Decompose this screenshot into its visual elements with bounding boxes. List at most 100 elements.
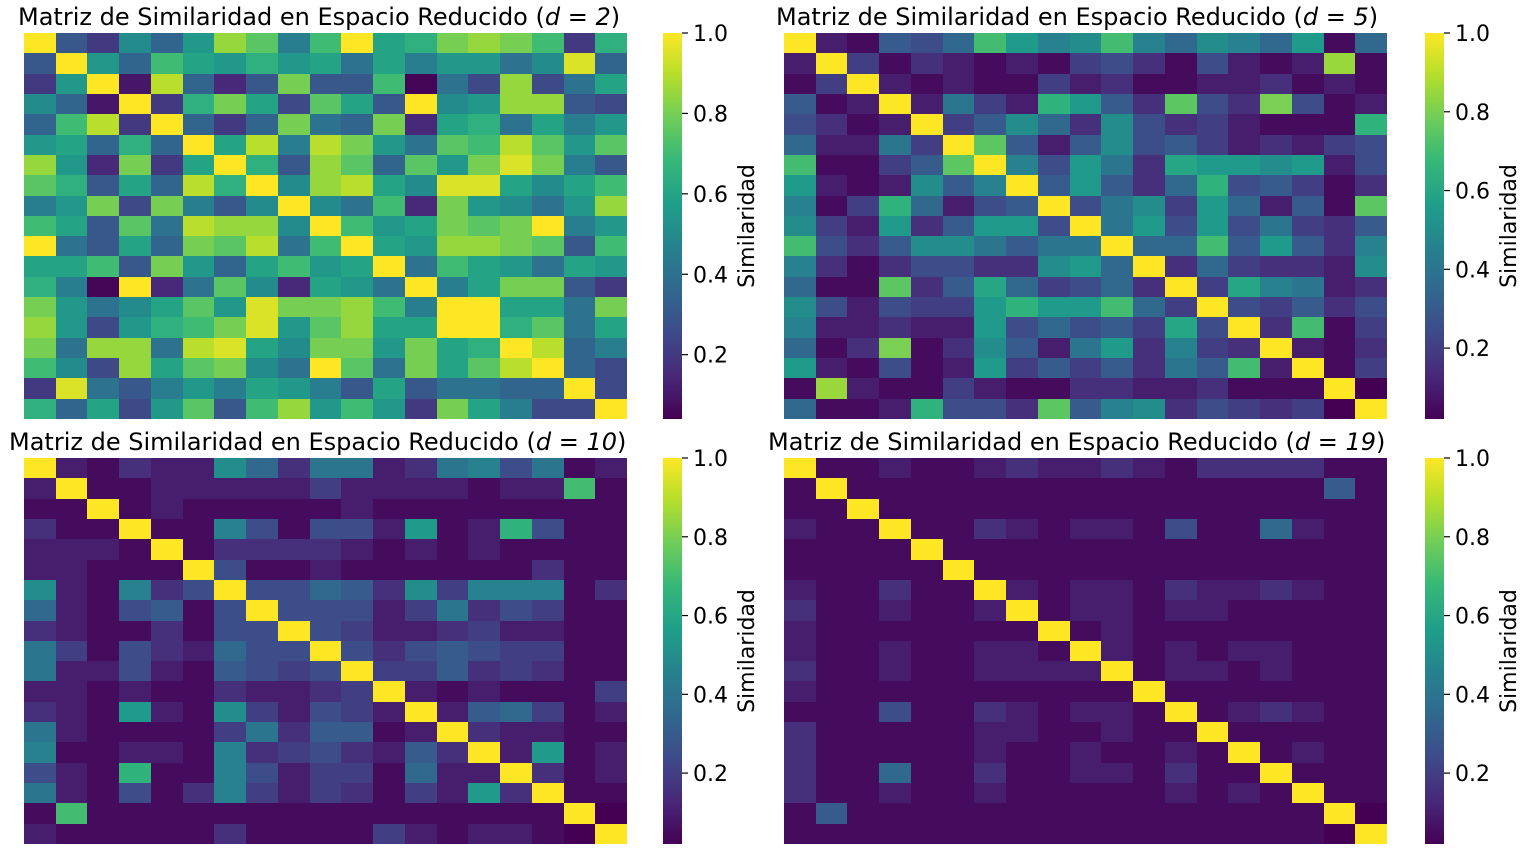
heatmap-cell [341, 53, 373, 74]
heatmap-cell [911, 256, 943, 277]
heatmap-cell [1070, 742, 1101, 763]
heatmap-cell [1038, 458, 1070, 478]
heatmap-cell [1038, 74, 1070, 94]
heatmap-cell [1324, 783, 1355, 803]
heatmap-cell [500, 763, 532, 783]
heatmap-cell [1228, 196, 1260, 216]
heatmap-cell [24, 175, 56, 196]
heatmap-cell [1260, 560, 1292, 580]
heatmap-cell [847, 539, 879, 560]
heatmap-cell [56, 399, 87, 419]
heatmap-cell [1197, 824, 1228, 844]
heatmap-cell [1101, 155, 1133, 175]
heatmap-cell [943, 378, 974, 399]
heatmap-cell [468, 155, 500, 175]
heatmap-cell [87, 600, 119, 621]
heatmap-cell [310, 74, 341, 94]
heatmap-cell [943, 175, 974, 196]
heatmap-cell [847, 499, 879, 519]
heatmap-cell [1070, 499, 1101, 519]
heatmap-cell [437, 378, 468, 399]
heatmap-cell [784, 155, 816, 175]
heatmap-cell [310, 722, 341, 742]
heatmap-cell [341, 338, 373, 358]
heatmap-cell [214, 317, 246, 338]
heatmap-cell [1355, 114, 1387, 135]
heatmap-cell [1038, 358, 1070, 378]
heatmap-cell [373, 114, 405, 135]
heatmap-cell [943, 702, 974, 722]
heatmap-cell [341, 824, 373, 844]
heatmap-cell [847, 114, 879, 135]
chart-title: Matriz de Similaridad en Espacio Reducid… [9, 428, 626, 456]
heatmap-cell [119, 33, 151, 53]
heatmap-cell [1165, 499, 1197, 519]
heatmap-cell [1197, 621, 1228, 641]
heatmap-cell [1228, 681, 1260, 702]
colorbar [663, 33, 682, 419]
heatmap-cell [847, 478, 879, 499]
heatmap-cell [373, 399, 405, 419]
heatmap-cell [1101, 621, 1133, 641]
heatmap-cell [119, 742, 151, 763]
heatmap-cells [784, 458, 1387, 844]
chart-title-prefix: Matriz de Similaridad en Espacio Reducid… [776, 3, 1303, 31]
heatmap-cell [564, 600, 595, 621]
heatmap-cell [246, 94, 278, 114]
heatmap-cell [784, 722, 816, 742]
heatmap-cell [1355, 135, 1387, 155]
heatmap-cell [1070, 155, 1101, 175]
heatmap-cell [1260, 94, 1292, 114]
heatmap-cell [56, 53, 87, 74]
heatmap-cell [341, 277, 373, 297]
heatmap-cell [1070, 399, 1101, 419]
heatmap-cell [532, 478, 564, 499]
heatmap-cell [1101, 478, 1133, 499]
heatmap-cell [1260, 196, 1292, 216]
heatmap-cell [119, 338, 151, 358]
heatmap-cell [278, 458, 310, 478]
heatmap-cell [784, 539, 816, 560]
heatmap-cell [437, 499, 468, 519]
heatmap-cell [341, 722, 373, 742]
heatmap-cell [816, 641, 847, 661]
heatmap-cell [1165, 803, 1197, 824]
heatmap-cell [1101, 378, 1133, 399]
heatmap-cell [56, 661, 87, 681]
heatmap-cell [373, 478, 405, 499]
heatmap-cell [1197, 33, 1228, 53]
heatmap-cell [500, 681, 532, 702]
heatmap-cell [437, 236, 468, 256]
heatmap-cell [784, 135, 816, 155]
heatmap-cell [214, 378, 246, 399]
heatmap-cell [816, 94, 847, 114]
heatmap-cell [1133, 722, 1165, 742]
heatmap-cell [879, 803, 911, 824]
heatmap-cell [1228, 216, 1260, 236]
heatmap-cell [1070, 621, 1101, 641]
heatmap-cell [1260, 681, 1292, 702]
heatmap-cell [341, 74, 373, 94]
heatmap-cell [246, 681, 278, 702]
heatmap-cell [405, 803, 437, 824]
heatmap-cell [1324, 94, 1355, 114]
heatmap-cell [341, 763, 373, 783]
heatmap-cell [468, 478, 500, 499]
heatmap-cell [437, 539, 468, 560]
heatmap-cell [1070, 53, 1101, 74]
heatmap-cell [1006, 519, 1038, 539]
heatmap-cell [183, 94, 214, 114]
heatmap-cell [595, 783, 627, 803]
heatmap-cell [246, 155, 278, 175]
heatmap-cell [437, 824, 468, 844]
heatmap-cell [214, 338, 246, 358]
heatmap-cell [1260, 53, 1292, 74]
colorbar-tick-label: 0.2 [1455, 337, 1490, 362]
heatmap-cell [310, 135, 341, 155]
heatmap-cell [278, 135, 310, 155]
heatmap-cell [1324, 478, 1355, 499]
heatmap-cell [879, 74, 911, 94]
heatmap-cell [214, 196, 246, 216]
heatmap-cell [468, 175, 500, 196]
heatmap-cell [816, 135, 847, 155]
